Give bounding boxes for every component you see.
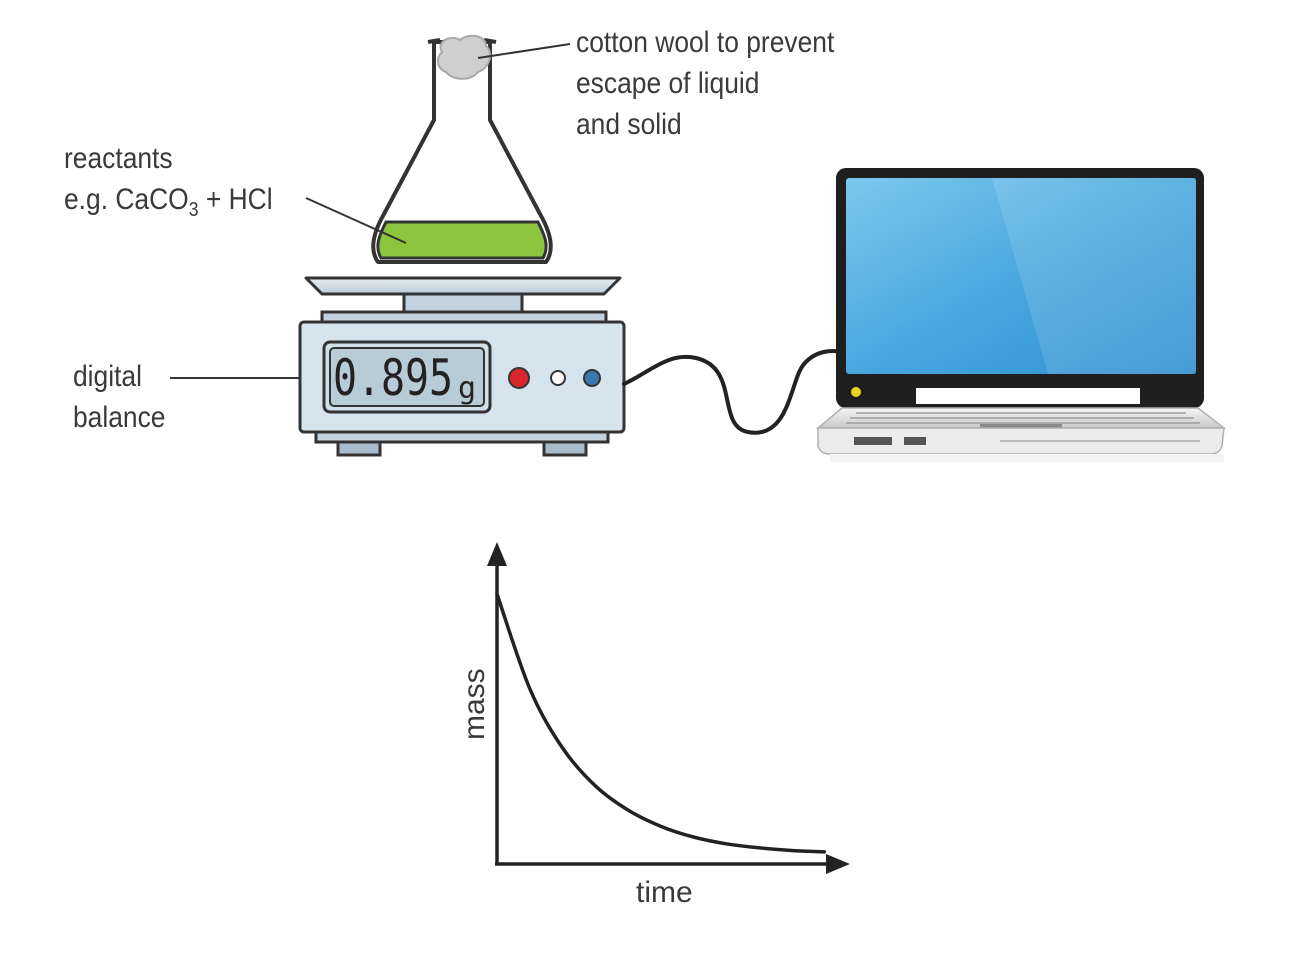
reactants-formula-subscript: 3 xyxy=(188,199,199,221)
digital-balance xyxy=(298,276,626,457)
blue-button[interactable] xyxy=(583,369,601,387)
mass-time-graph xyxy=(487,542,850,874)
cotton-wool xyxy=(436,34,492,80)
y-axis-arrow xyxy=(487,542,507,566)
digital-balance-label-line1: digital xyxy=(73,360,142,393)
x-axis-label: time xyxy=(636,876,693,909)
reactants-leader xyxy=(305,197,407,244)
balance-reading: 0.895 xyxy=(333,349,453,407)
data-cable xyxy=(622,349,844,435)
cotton-wool-leader xyxy=(477,43,571,59)
laptop-screen xyxy=(846,178,1196,374)
digital-balance-label: digital balance xyxy=(73,356,165,438)
reactants-formula-prefix: e.g. CaCO xyxy=(64,183,189,216)
reactants-label-line1: reactants xyxy=(64,142,173,175)
cotton-wool-label: cotton wool to prevent escape of liquid … xyxy=(576,22,834,145)
digital-balance-label-line2: balance xyxy=(73,401,166,434)
laptop xyxy=(815,168,1227,462)
reactants-label: reactants e.g. CaCO3 + HCl xyxy=(64,138,273,231)
white-button[interactable] xyxy=(550,370,566,386)
cotton-wool-label-line2: escape of liquid xyxy=(576,67,760,100)
keyboard xyxy=(846,412,1200,424)
reactants-formula-suffix: + HCl xyxy=(198,183,273,216)
cotton-wool-label-line3: and solid xyxy=(576,108,682,141)
cotton-wool-label-line1: cotton wool to prevent xyxy=(576,26,835,59)
x-axis-arrow xyxy=(826,854,850,874)
mass-curve xyxy=(495,592,827,854)
y-axis-label: mass xyxy=(458,668,491,740)
reactants-label-line2: e.g. CaCO3 + HCl xyxy=(64,179,273,231)
balance-unit: g xyxy=(458,371,476,406)
red-button[interactable] xyxy=(508,367,530,389)
liquid-reactants xyxy=(376,220,548,260)
conical-flask xyxy=(371,38,553,264)
laptop-power-light xyxy=(851,387,861,397)
